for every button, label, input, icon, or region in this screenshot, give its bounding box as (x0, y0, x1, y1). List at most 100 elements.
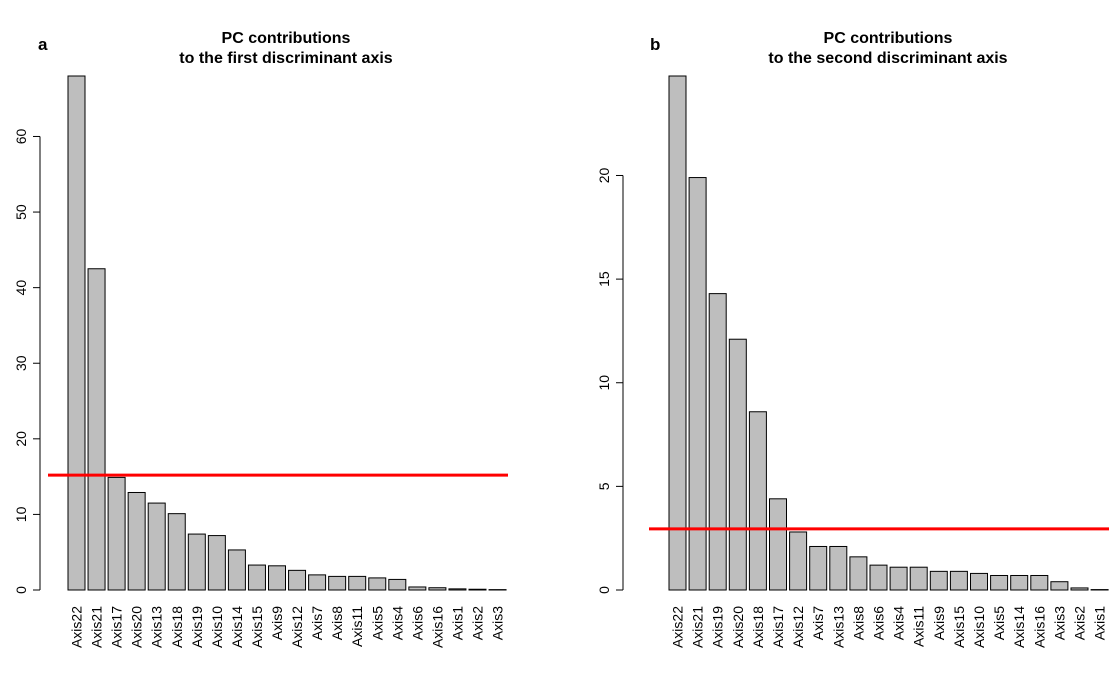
bar-axis13 (829, 545, 848, 591)
y-tick-label: 15 (596, 271, 612, 287)
y-tick-label: 20 (596, 167, 612, 183)
x-category-label: Axis6 (871, 606, 887, 640)
bar-axis19 (708, 293, 727, 591)
x-category-label: Axis12 (790, 606, 806, 648)
x-category-label: Axis4 (389, 606, 405, 640)
bar-axis20 (728, 338, 747, 591)
x-category-label: Axis12 (289, 606, 305, 648)
x-category-label: Axis15 (951, 606, 967, 648)
chart-title-line-1: PC contributions (222, 30, 351, 47)
x-category-label: Axis18 (169, 606, 185, 648)
bar-axis5 (368, 577, 387, 591)
x-category-label: Axis20 (129, 606, 145, 648)
y-axis: 0 5 10 15 20 (596, 167, 624, 594)
y-tick-label: 0 (13, 586, 29, 594)
panel-label: b (650, 35, 660, 54)
bar-axis11 (909, 566, 928, 591)
x-category-label: Axis16 (1031, 606, 1047, 648)
chart-title-line-2: to the second discriminant axis (768, 50, 1007, 67)
x-category-label: Axis10 (971, 606, 987, 648)
x-category-label: Axis7 (309, 606, 325, 640)
x-category-label: Axis17 (770, 606, 786, 648)
x-category-label: Axis20 (730, 606, 746, 648)
bar-axis20 (127, 491, 146, 591)
y-tick-label: 30 (13, 355, 29, 371)
bars (67, 75, 507, 591)
bars (668, 75, 1109, 591)
bar-axis15 (949, 570, 968, 591)
bar-axis21 (688, 177, 707, 591)
x-category-label: Axis5 (991, 606, 1007, 640)
bar-axis12 (789, 531, 808, 591)
bar-axis10 (970, 572, 988, 591)
bar-axis13 (147, 502, 166, 591)
x-category-label: Axis5 (369, 606, 385, 640)
y-tick-label: 60 (13, 128, 29, 144)
x-category-label: Axis17 (109, 606, 125, 648)
bar-axis9 (268, 565, 286, 591)
y-tick-label: 0 (596, 586, 612, 594)
y-tick-label: 5 (596, 482, 612, 490)
bar-axis5 (990, 574, 1009, 591)
x-category-label: Axis3 (490, 606, 506, 640)
x-category-label: Axis15 (249, 606, 265, 648)
x-category-label: Axis8 (850, 606, 866, 640)
x-category-labels: Axis22 Axis21 Axis19 Axis20 Axis18 Axis17 Axis… (670, 606, 1108, 648)
bar-axis8 (849, 556, 868, 591)
bar-axis4 (388, 578, 407, 591)
bar-axis1 (448, 588, 467, 591)
y-tick-label: 10 (13, 506, 29, 522)
x-category-label: Axis18 (750, 606, 766, 648)
y-tick-label: 20 (13, 431, 29, 447)
bar-axis7 (308, 574, 327, 591)
bar-axis6 (408, 586, 427, 591)
chart-title-line-1: PC contributions (824, 30, 953, 47)
x-category-label: Axis11 (349, 606, 365, 647)
y-tick-label: 40 (13, 280, 29, 296)
x-category-label: Axis10 (209, 606, 225, 648)
bar-axis2 (1070, 587, 1089, 591)
bar-axis18 (167, 513, 186, 591)
x-category-label: Axis21 (89, 606, 105, 648)
bar-axis22 (668, 75, 687, 591)
x-category-label: Axis21 (690, 606, 706, 648)
bar-axis8 (328, 575, 347, 591)
x-category-label: Axis11 (911, 606, 927, 647)
x-category-label: Axis6 (409, 606, 425, 640)
x-category-label: Axis19 (710, 606, 726, 648)
bar-axis15 (247, 564, 266, 591)
x-category-label: Axis14 (229, 606, 245, 648)
bar-axis2 (468, 588, 487, 591)
x-category-label: Axis9 (269, 606, 285, 640)
x-category-label: Axis4 (891, 606, 907, 640)
x-category-label: Axis2 (1072, 606, 1088, 640)
chart-title-line-2: to the first discriminant axis (179, 50, 392, 67)
x-category-label: Axis2 (470, 606, 486, 640)
x-category-label: Axis14 (1011, 606, 1027, 648)
panel-b-chart: PC contributions to the second discrimina… (596, 30, 1109, 648)
panel-label: a (38, 35, 48, 54)
y-tick-label: 10 (596, 375, 612, 391)
x-category-label: Axis19 (189, 606, 205, 648)
bar-axis17 (769, 498, 787, 591)
bar-axis14 (1010, 574, 1029, 591)
x-category-label: Axis3 (1051, 606, 1067, 640)
y-axis: 0 10 20 30 40 50 60 (13, 128, 41, 594)
x-category-label: Axis22 (670, 606, 686, 648)
bar-axis14 (227, 549, 246, 591)
x-category-label: Axis22 (69, 606, 85, 648)
bar-axis6 (869, 564, 888, 591)
bar-axis17 (107, 476, 126, 591)
bar-axis4 (889, 566, 908, 591)
bar-axis10 (207, 535, 226, 591)
x-category-label: Axis1 (449, 606, 465, 640)
bar-axis3 (1050, 581, 1069, 591)
panel-a-chart: PC contributions to the first discriminan… (13, 30, 508, 648)
bar-axis9 (929, 570, 948, 591)
bar-axis7 (809, 545, 828, 591)
bar-axis19 (187, 533, 206, 591)
bar-axis22 (67, 75, 86, 591)
x-category-labels: Axis22 Axis21 Axis17 Axis20 Axis13 Axis18 Axis… (69, 606, 506, 648)
bar-axis16 (428, 587, 447, 591)
x-category-label: Axis13 (830, 606, 846, 648)
